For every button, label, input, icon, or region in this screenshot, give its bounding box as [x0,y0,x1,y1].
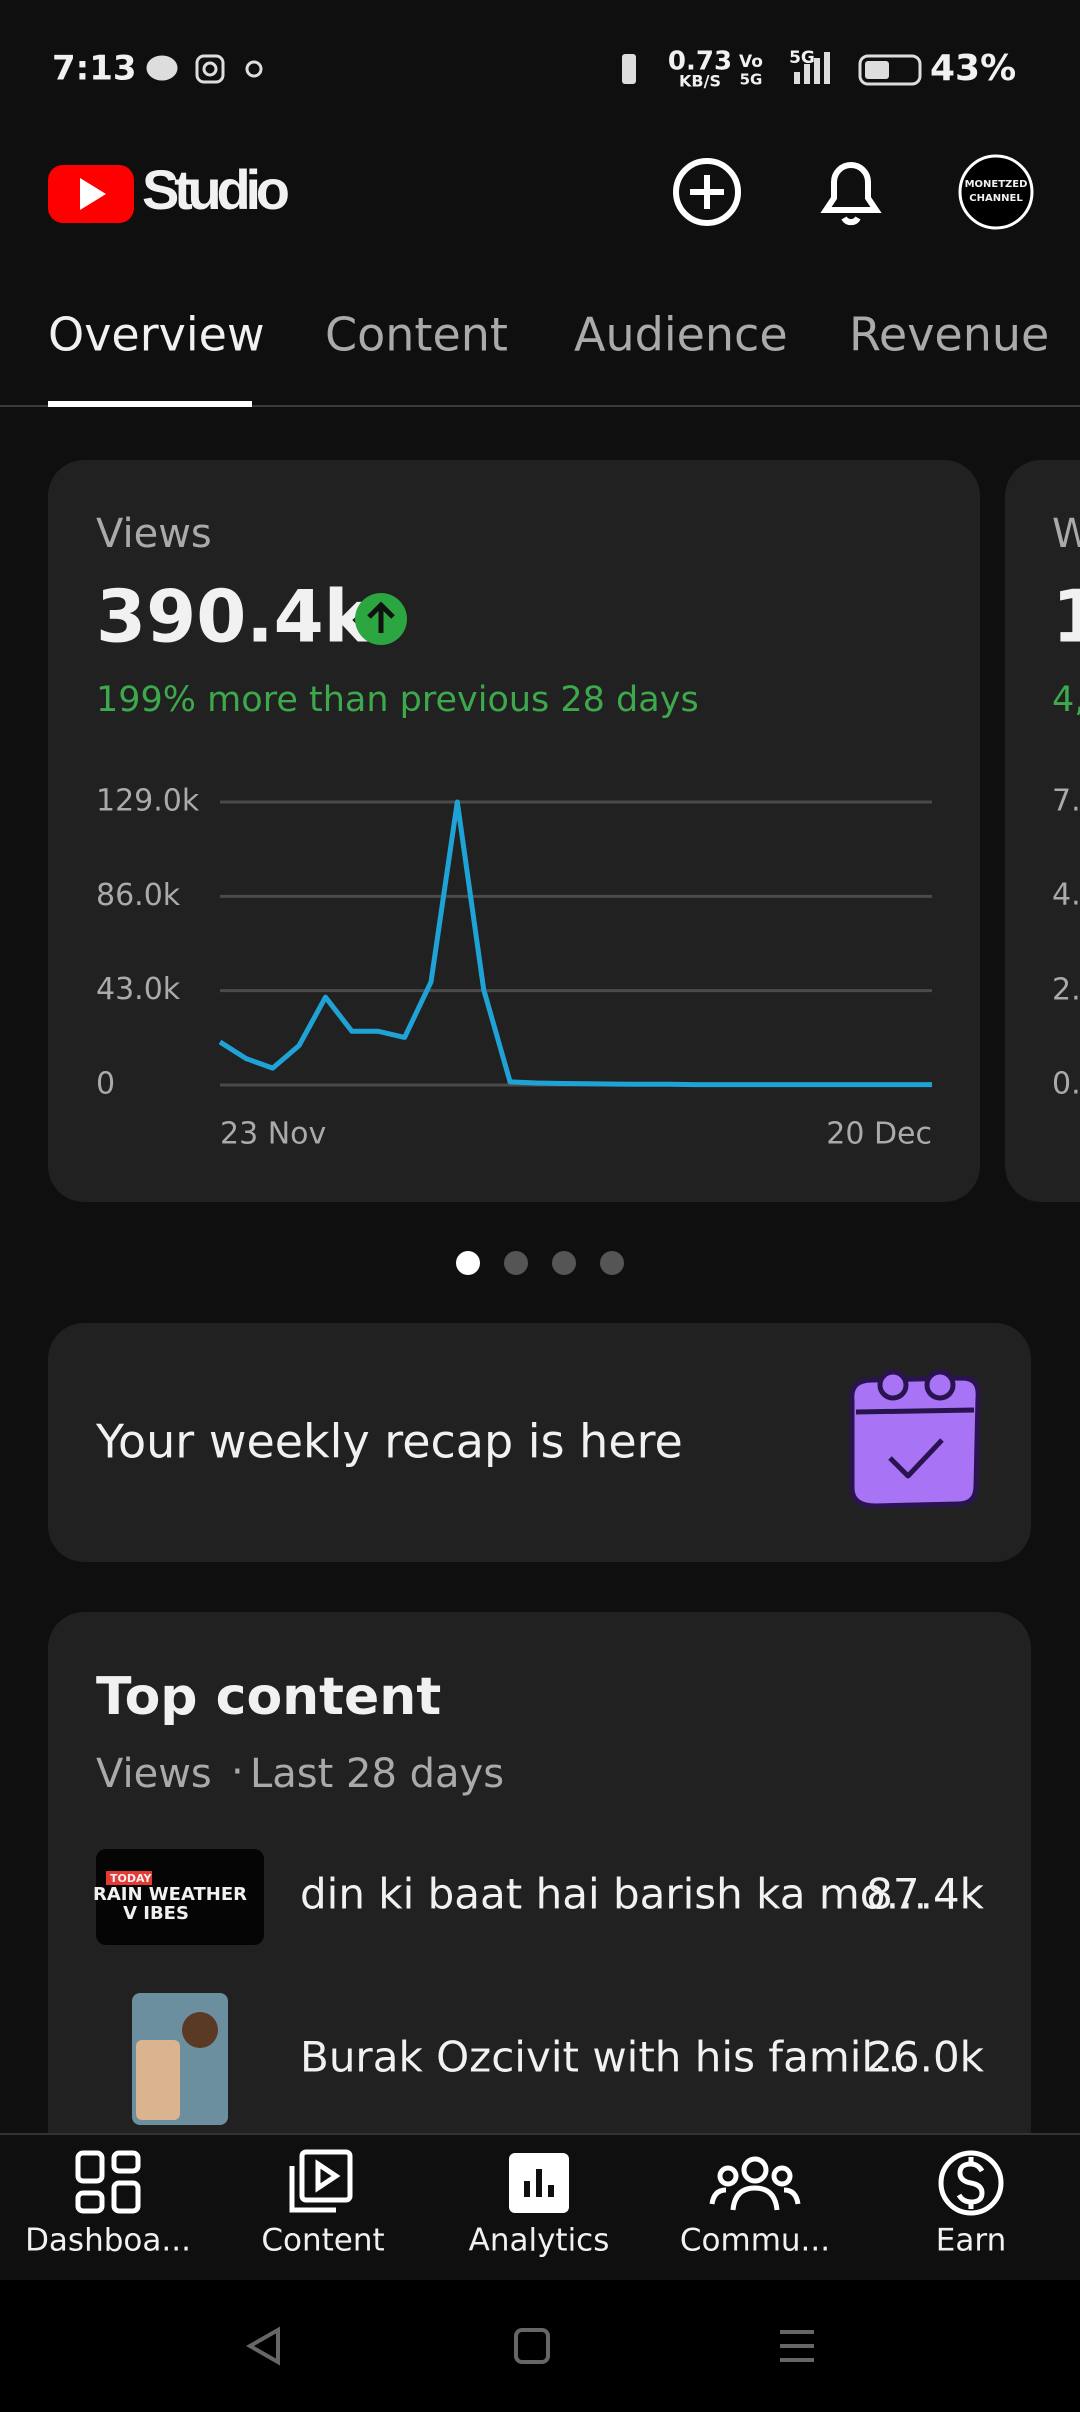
nav-icon [938,2150,1004,2216]
nav-icon [75,2150,141,2214]
create-button[interactable] [673,158,741,226]
net-speed: 0.73 [668,47,732,77]
pager-dot[interactable] [456,1251,480,1275]
next-card[interactable] [1005,460,1080,1202]
vibrate-icon [622,54,636,84]
thumb-badge: TODAY [110,1872,152,1885]
x-tick-label: 23 Nov [220,1117,326,1152]
tick-label: 0. [1052,1067,1080,1102]
tab[interactable]: Content [325,308,508,362]
nav-label[interactable]: Dashboa... [25,2223,191,2259]
tab-divider [0,405,1080,407]
thumb-shape [136,2040,180,2120]
recap-text: Your weekly recap is here [95,1415,683,1469]
pager-dot[interactable] [552,1251,576,1275]
net-speed-unit: KB/S [679,72,721,91]
y-tick-label: 0 [96,1067,115,1102]
nav-label[interactable]: Analytics [469,2223,610,2259]
metric: Views [96,1751,212,1797]
line-series [218,799,932,1088]
tab[interactable]: Overview [48,308,265,362]
volte-net: 5G [740,71,763,89]
app-title: Studio [142,158,290,221]
y-tick-label: 86.0k [96,878,181,913]
tick-label: 4. [1052,878,1080,913]
pager-dot[interactable] [504,1251,528,1275]
tab-indicator [48,401,252,407]
nav-icon [709,2156,801,2211]
avatar-text: MONETZED [965,179,1028,190]
thumb-shape [182,2012,218,2048]
avatar[interactable] [958,154,1034,230]
card-change: 199% more than previous 28 days [96,680,699,720]
menu-button[interactable] [780,2330,814,2362]
card-value: 1 [1052,575,1080,659]
thumb-text: V IBES [123,1903,189,1924]
nav-label[interactable]: Commu... [680,2223,830,2259]
y-tick-label: 43.0k [96,972,181,1007]
bottom-nav-border [0,2133,1080,2135]
tab[interactable]: Revenue [849,308,1049,362]
battery-level [865,61,889,79]
system-nav [0,2280,1080,2412]
home-button[interactable] [514,2328,550,2364]
views-card[interactable] [48,460,980,1202]
time: 7:13 [52,49,137,89]
logo-play [80,178,106,210]
battery: 43% [930,48,1016,89]
video-title[interactable]: Burak Ozcivit with his famil… [300,2033,915,2082]
separator: · [231,1749,244,1795]
card-label: W [1052,511,1080,557]
back-button[interactable] [245,2326,280,2366]
nav-icon-bars [524,2169,554,2197]
calendar-icon [849,1369,981,1509]
network: 5G [789,48,815,68]
signal-icon [794,52,830,84]
video-title[interactable]: din ki baat hai barish ka mo… [300,1870,927,1919]
video-views: 87.4k [866,1870,985,1919]
nav-label[interactable]: Content [261,2223,384,2259]
card-change: 4, [1052,680,1080,720]
pager-dot[interactable] [600,1251,624,1275]
card-label: Views [96,511,212,557]
thumb-text: RAIN WEATHER [93,1884,247,1905]
volte: Vo [739,52,763,72]
tick-label: 7.0 [1052,784,1080,819]
nav-label[interactable]: Earn [936,2223,1006,2259]
x-tick-label: 20 Dec [826,1117,932,1152]
y-tick-label: 129.0k [96,784,200,819]
recap-card[interactable] [48,1323,1031,1562]
battery-icon [858,54,922,86]
section-title: Top content [96,1667,441,1727]
status-icons [146,54,263,84]
tick-label: 2. [1052,973,1080,1008]
views-chart: 0 43.0k 86.0k 129.0k 23 Nov 20 Dec [96,784,932,1152]
card-value: 390.4k [96,575,374,659]
thumb-badge-bg [106,1871,152,1885]
tab[interactable]: Audience [574,308,788,362]
top-content-card [48,1612,1031,2232]
video-views: 26.0k [866,2033,985,2082]
avatar-text: CHANNEL [969,193,1023,204]
trend-arrow [367,601,395,633]
period: Last 28 days [250,1751,504,1797]
nav-icon [289,2149,353,2213]
notifications-button[interactable] [820,162,882,226]
